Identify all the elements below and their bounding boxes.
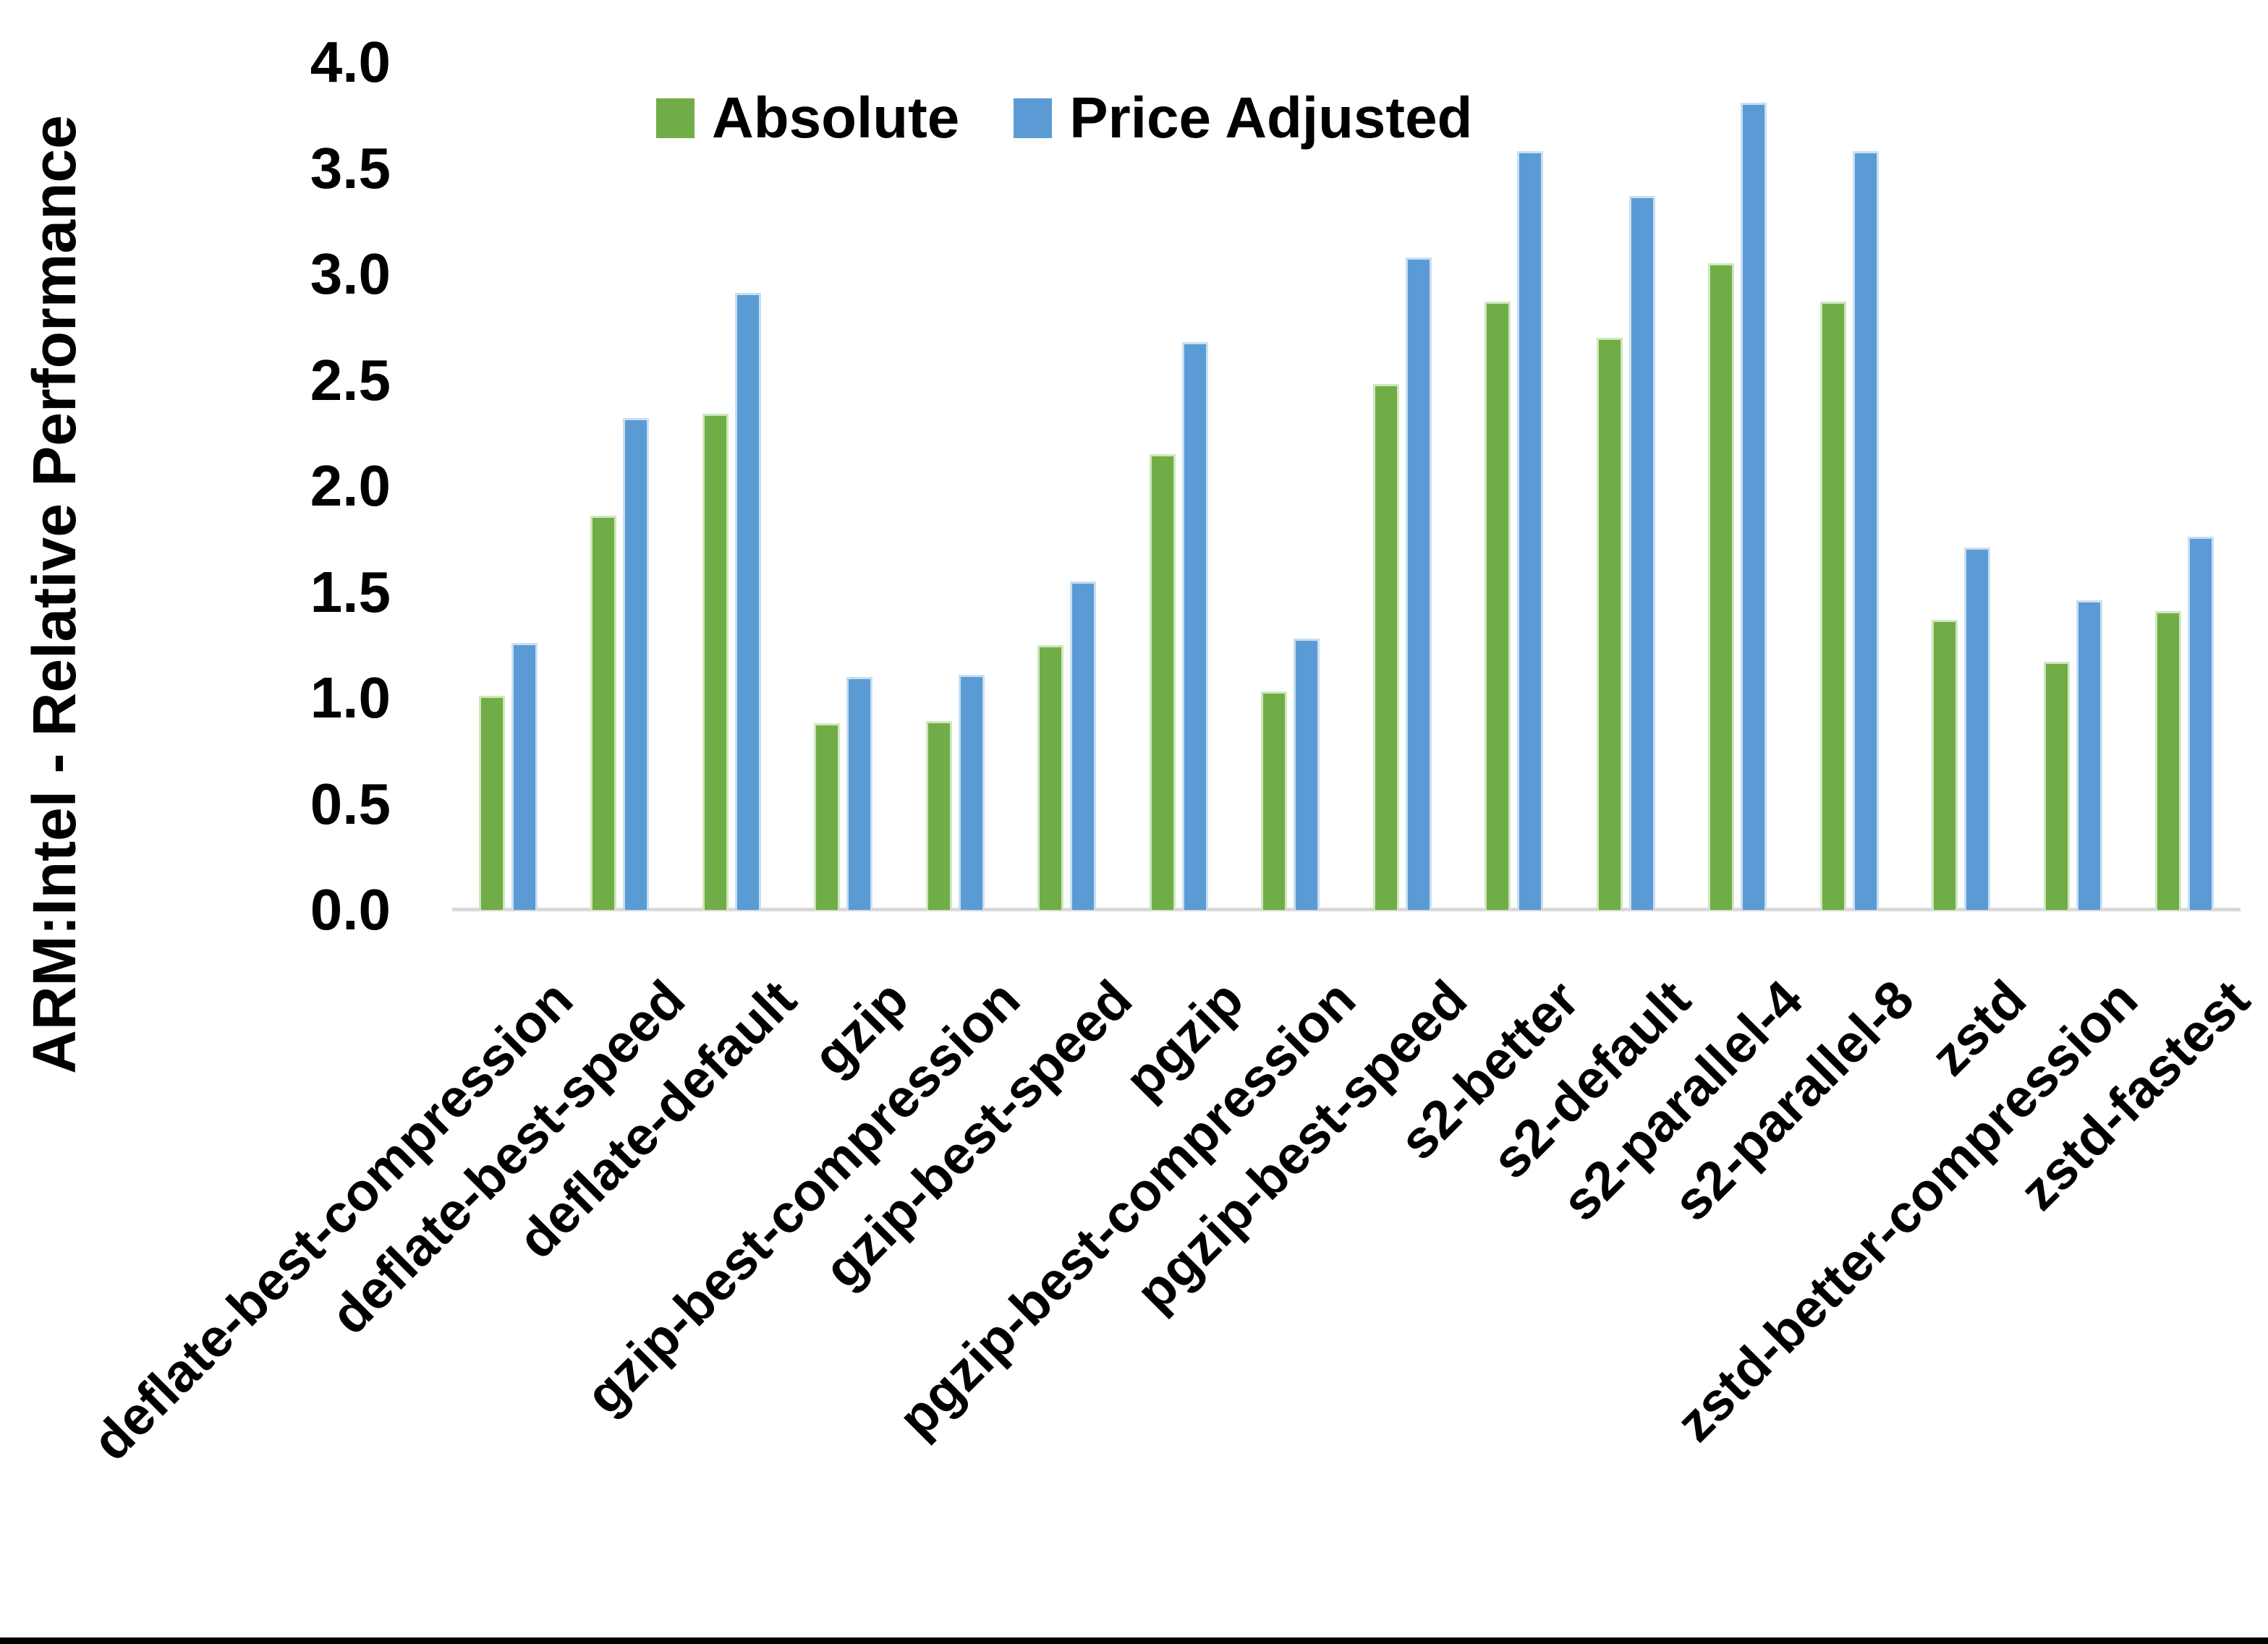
legend-swatch-icon bbox=[1014, 98, 1053, 138]
y-tick-label: 1.5 bbox=[310, 559, 391, 624]
bar-absolute bbox=[1485, 302, 1511, 910]
y-tick-label: 1.0 bbox=[310, 665, 391, 730]
bar-price-adjusted bbox=[846, 676, 872, 910]
bar-price-adjusted bbox=[1628, 195, 1655, 910]
bar-absolute bbox=[2155, 610, 2181, 910]
bar-price-adjusted bbox=[1517, 151, 1543, 910]
bar-price-adjusted bbox=[1741, 102, 1767, 910]
bar-absolute bbox=[1149, 454, 1176, 910]
bar-price-adjusted bbox=[1405, 257, 1432, 910]
bar-price-adjusted bbox=[2076, 600, 2102, 910]
y-tick-label: 2.5 bbox=[310, 347, 391, 412]
bar-absolute bbox=[590, 516, 616, 910]
y-tick-label: 3.0 bbox=[310, 242, 391, 306]
bar-price-adjusted bbox=[958, 674, 985, 910]
y-tick-label: 0.5 bbox=[310, 771, 391, 836]
bar-price-adjusted bbox=[1964, 547, 1990, 910]
bar-absolute bbox=[1037, 644, 1063, 910]
bottom-border bbox=[0, 1637, 2268, 1644]
y-tick-label: 4.0 bbox=[310, 30, 391, 94]
legend-label: Absolute bbox=[712, 85, 960, 150]
bar-price-adjusted bbox=[1852, 151, 1879, 910]
bar-price-adjusted bbox=[2188, 537, 2214, 910]
bar-absolute bbox=[814, 723, 840, 910]
legend-label: Price Adjusted bbox=[1069, 85, 1473, 150]
bar-price-adjusted bbox=[623, 418, 649, 910]
bar-absolute bbox=[1708, 263, 1734, 910]
bar-price-adjusted bbox=[511, 642, 538, 910]
bar-absolute bbox=[478, 696, 505, 910]
legend: Absolute Price Adjusted bbox=[656, 85, 1472, 150]
x-axis-line bbox=[451, 908, 2241, 911]
bar-price-adjusted bbox=[734, 293, 761, 910]
legend-entry: Absolute bbox=[656, 85, 959, 151]
bar-absolute bbox=[1932, 619, 1958, 910]
bar-absolute bbox=[2043, 662, 2070, 910]
bar-price-adjusted bbox=[1181, 341, 1208, 910]
bar-absolute bbox=[925, 721, 952, 910]
legend-swatch-icon bbox=[656, 98, 695, 138]
y-tick-label: 2.0 bbox=[310, 453, 391, 518]
bar-absolute bbox=[1372, 384, 1399, 910]
y-tick-label: 3.5 bbox=[310, 135, 391, 200]
bar-absolute bbox=[1596, 337, 1623, 910]
bar-absolute bbox=[1261, 691, 1287, 910]
legend-entry: Price Adjusted bbox=[1014, 85, 1472, 151]
bar-price-adjusted bbox=[1070, 581, 1096, 910]
bar-absolute bbox=[1819, 302, 1846, 910]
y-tick-label: 0.0 bbox=[310, 877, 391, 942]
bar-absolute bbox=[702, 414, 729, 910]
bar-price-adjusted bbox=[1294, 638, 1320, 910]
